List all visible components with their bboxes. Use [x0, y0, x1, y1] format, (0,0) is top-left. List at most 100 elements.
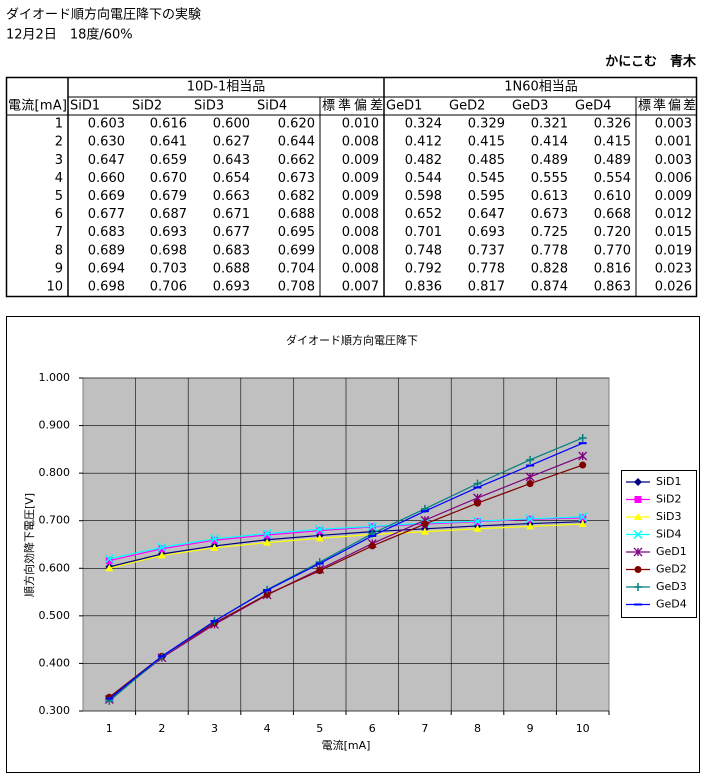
- table-cell: 0.630: [88, 135, 125, 150]
- y-tick-label: 0.800: [39, 466, 71, 479]
- table-cell: 0.009: [655, 189, 692, 204]
- table-cell: 0.770: [594, 243, 631, 258]
- table-cell: 0.643: [213, 153, 250, 168]
- table-cell: 0.817: [468, 279, 505, 294]
- table-cell: 0.703: [150, 261, 187, 276]
- table-cell: 0.545: [468, 171, 505, 186]
- table-cell: 0.683: [213, 243, 250, 258]
- data-point: [525, 514, 535, 524]
- table-cell: 0.006: [655, 171, 692, 186]
- table-cell: 0.660: [88, 171, 125, 186]
- legend-marker: [634, 478, 642, 486]
- table-cell: 0.694: [88, 261, 125, 276]
- data-point: [157, 551, 166, 559]
- table-cell: 0.677: [88, 207, 125, 222]
- table-cell: 0.668: [594, 207, 631, 222]
- data-point: [368, 542, 376, 550]
- x-tick-label: 9: [527, 722, 534, 735]
- table-cell: 0.012: [655, 207, 692, 222]
- table-cell: 0.662: [278, 153, 315, 168]
- table-cell: 0.412: [405, 135, 442, 150]
- table-cell: 0.015: [655, 225, 692, 240]
- table-cell: 0.620: [278, 117, 315, 132]
- column-header: 標準偏差: [638, 98, 696, 114]
- table-cell: 0.673: [531, 207, 568, 222]
- table-cell: 0.679: [150, 189, 187, 204]
- table-cell: 0.792: [405, 261, 442, 276]
- table-cell: 0.595: [468, 189, 505, 204]
- data-point: [210, 543, 219, 551]
- table-cell: 0.485: [468, 153, 505, 168]
- table-cell: 0.613: [531, 189, 568, 204]
- table-cell: 0.644: [278, 135, 315, 150]
- table-cell: 0.555: [531, 171, 568, 186]
- data-point: [578, 520, 587, 528]
- table-cell: 0.689: [88, 243, 125, 258]
- column-header: GeD1: [386, 99, 422, 114]
- data-point: [474, 499, 481, 507]
- table-cell: 0.688: [213, 261, 250, 276]
- table-cell: 0.009: [342, 189, 379, 204]
- table-cell: 0.329: [468, 117, 505, 132]
- table-cell: 0.544: [405, 171, 442, 186]
- table-cell: 0.706: [150, 279, 187, 294]
- legend-label: GeD2: [656, 563, 687, 576]
- data-point: [316, 527, 324, 535]
- subtitle: 12月2日 18度/60%: [6, 27, 133, 43]
- data-point: [526, 455, 535, 464]
- table-cell: 0.699: [278, 243, 315, 258]
- table-cell: 0.698: [88, 279, 125, 294]
- data-point: [105, 557, 113, 565]
- x-tick-label: 10: [576, 722, 590, 735]
- legend-label: SiD1: [656, 475, 682, 488]
- data-point: [421, 520, 429, 528]
- group-header: 10D-1相当品: [187, 80, 266, 95]
- legend-marker: [633, 547, 643, 557]
- column-header: GeD2: [449, 99, 485, 114]
- table-cell: 0.663: [213, 189, 250, 204]
- table-cell: 0.816: [594, 261, 631, 276]
- table-cell: 0.673: [278, 171, 315, 186]
- table-cell: 0.616: [150, 117, 187, 132]
- table-cell: 0.003: [655, 153, 692, 168]
- group-header: 1N60相当品: [504, 80, 578, 95]
- column-header: SiD3: [194, 99, 224, 114]
- data-point: [367, 521, 377, 531]
- table-cell: 0.688: [278, 207, 315, 222]
- table-frame: [5, 76, 698, 298]
- table-cell: 7: [55, 225, 63, 240]
- column-header: GeD4: [575, 99, 611, 114]
- table-cell: 0.321: [531, 117, 568, 132]
- table-cell: 0.001: [655, 135, 692, 150]
- data-point: [158, 545, 166, 553]
- legend-label: GeD4: [656, 598, 687, 611]
- table-cell: 0.737: [468, 243, 505, 258]
- table-cell: 0.652: [405, 207, 442, 222]
- y-tick-label: 0.700: [39, 514, 71, 527]
- table-cell: 0.008: [342, 135, 379, 150]
- table-cell: 0.778: [468, 261, 505, 276]
- x-axis-label: 電流[mA]: [322, 738, 371, 752]
- table-cell: 2: [55, 135, 63, 150]
- chart-title: ダイオード順方向電圧降下: [286, 333, 418, 347]
- legend: [621, 470, 697, 618]
- legend-marker: [634, 566, 642, 573]
- table-cell: 0.659: [150, 153, 187, 168]
- data-point: [209, 534, 220, 544]
- table-cell: 1: [55, 117, 63, 132]
- legend-label: GeD1: [656, 545, 687, 558]
- table-cell: 0.610: [594, 189, 631, 204]
- table-cell: 0.647: [88, 153, 125, 168]
- data-point: [263, 538, 272, 546]
- data-point: [315, 524, 325, 534]
- table-cell: 0.598: [405, 189, 442, 204]
- table-cell: 0.008: [342, 243, 379, 258]
- table-cell: 0.693: [150, 225, 187, 240]
- legend-marker: [634, 513, 642, 520]
- table-cell: 10: [46, 279, 63, 294]
- column-header: GeD3: [512, 99, 548, 114]
- data-point: [526, 522, 535, 530]
- y-tick-label: 0.600: [39, 561, 71, 574]
